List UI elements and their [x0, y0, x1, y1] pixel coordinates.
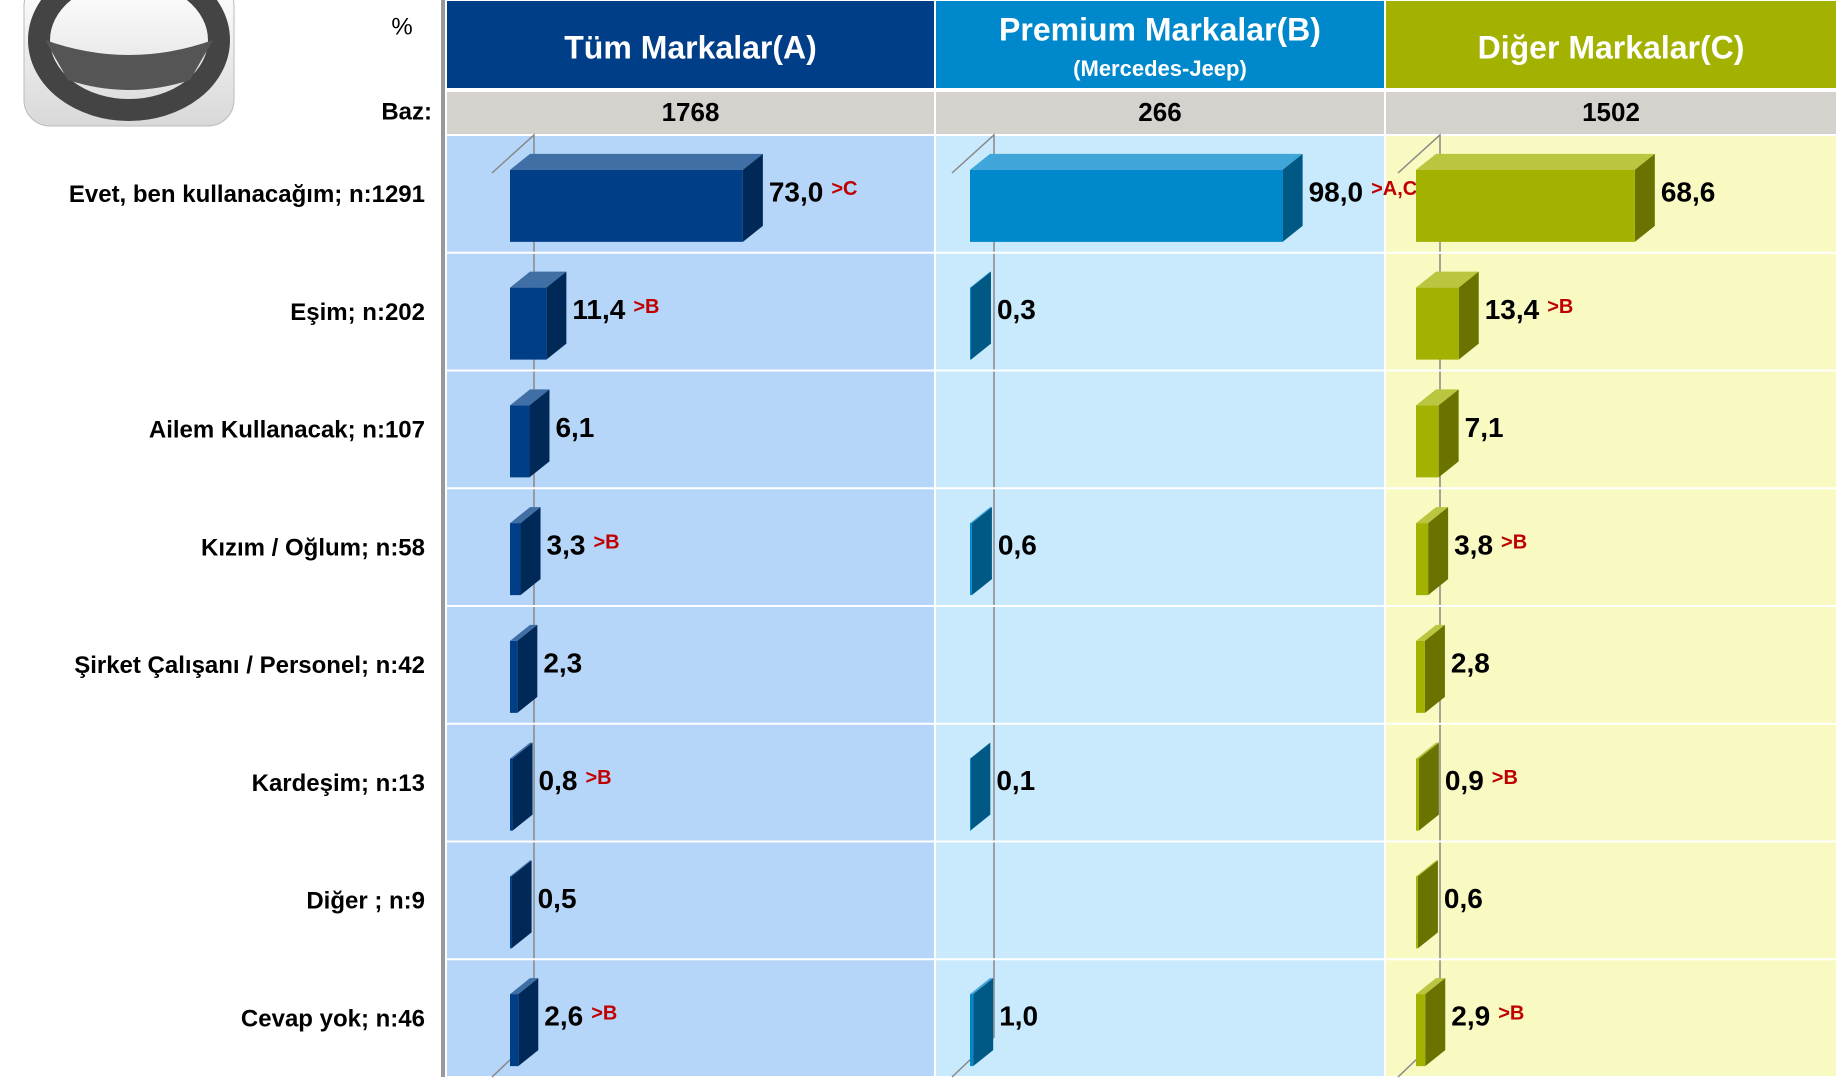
value-label: 0,3: [997, 294, 1036, 325]
significance-label: >A,C: [1371, 178, 1417, 200]
bar-front: [970, 994, 973, 1066]
value-label: 2,6: [544, 1001, 583, 1032]
significance-label: >B: [593, 531, 619, 553]
value-label: 11,4: [572, 294, 625, 325]
bar: [510, 507, 541, 595]
significance-label: >B: [1492, 767, 1518, 789]
steering-wheel-icon: [24, 0, 234, 126]
base-label: Baz:: [381, 98, 432, 125]
value-label: 98,0: [1309, 176, 1364, 207]
significance-label: >B: [633, 296, 659, 318]
bar-front: [1416, 994, 1425, 1066]
bar-front: [510, 523, 521, 595]
value-label: 6,1: [555, 412, 594, 443]
category-label: Kızım / Oğlum; n:58: [201, 534, 425, 561]
value-label: 2,9: [1451, 1001, 1490, 1032]
bar: [1416, 389, 1459, 477]
value-label: 3,3: [547, 530, 586, 561]
panel-title: Tüm Markalar(A): [564, 29, 817, 65]
bar-top: [970, 154, 1303, 170]
value-label: 0,5: [538, 883, 577, 914]
category-label: Eşim; n:202: [290, 299, 425, 326]
significance-label: >B: [1501, 531, 1527, 553]
value-label: 0,9: [1445, 765, 1484, 796]
category-label: Ailem Kullanacak; n:107: [149, 417, 425, 444]
panel-subtitle: (Mercedes-Jeep): [1073, 56, 1247, 81]
bar-front: [970, 523, 972, 595]
unit-label: %: [391, 13, 412, 40]
bar-front: [510, 288, 546, 360]
category-label: Kardeşim; n:13: [252, 770, 425, 797]
bar-front: [510, 994, 518, 1066]
category-label: Şirket Çalışanı / Personel; n:42: [74, 652, 425, 679]
base-value: 266: [1138, 97, 1181, 127]
base-value: 1502: [1582, 97, 1640, 127]
value-label: 1,0: [999, 1001, 1038, 1032]
bar-front: [510, 641, 517, 713]
bar-front: [510, 405, 529, 477]
value-label: 68,6: [1661, 176, 1716, 207]
bar: [970, 154, 1303, 242]
value-label: 0,6: [1444, 883, 1483, 914]
bar-front: [1416, 876, 1418, 948]
bar: [510, 272, 566, 360]
bar: [510, 389, 549, 477]
value-label: 0,1: [996, 765, 1035, 796]
bar: [510, 978, 538, 1066]
bar: [510, 154, 763, 242]
bar-front: [1416, 523, 1428, 595]
bar: [1416, 978, 1445, 1066]
bar-front: [510, 876, 512, 948]
category-label: Cevap yok; n:46: [241, 1005, 425, 1032]
bar-front: [1416, 759, 1419, 831]
value-label: 0,6: [998, 530, 1037, 561]
significance-label: >B: [1498, 1002, 1524, 1024]
base-value: 1768: [662, 97, 720, 127]
bar-front: [970, 288, 971, 360]
significance-label: >B: [591, 1002, 617, 1024]
chart: % Baz: Tüm Markalar(A) 1768 Premium Markal…: [0, 0, 1839, 1079]
bar: [1416, 154, 1655, 242]
panel-title: Premium Markalar(B): [999, 11, 1321, 47]
significance-label: >C: [831, 178, 857, 200]
bar: [1416, 625, 1445, 713]
value-label: 13,4: [1485, 294, 1540, 325]
panel-title: Diğer Markalar(C): [1478, 29, 1745, 65]
significance-label: >B: [585, 767, 611, 789]
bar: [510, 625, 537, 713]
bar-front: [970, 759, 971, 831]
bar-front: [1416, 288, 1459, 360]
value-label: 3,8: [1454, 530, 1493, 561]
value-label: 73,0: [769, 176, 824, 207]
value-label: 0,8: [539, 765, 578, 796]
bar-front: [510, 759, 513, 831]
bar-front: [970, 170, 1283, 242]
value-label: 7,1: [1465, 412, 1504, 443]
bar-top: [510, 154, 763, 170]
bar-front: [510, 170, 743, 242]
bar: [1416, 272, 1479, 360]
value-label: 2,3: [543, 647, 582, 678]
bar-top: [1416, 154, 1655, 170]
bar-front: [1416, 170, 1635, 242]
bar-front: [1416, 641, 1425, 713]
bar-front: [1416, 405, 1439, 477]
category-label: Diğer ; n:9: [306, 888, 425, 915]
bar: [1416, 507, 1448, 595]
category-label: Evet, ben kullanacağım; n:1291: [69, 181, 425, 208]
value-label: 2,8: [1451, 647, 1490, 678]
significance-label: >B: [1547, 296, 1573, 318]
